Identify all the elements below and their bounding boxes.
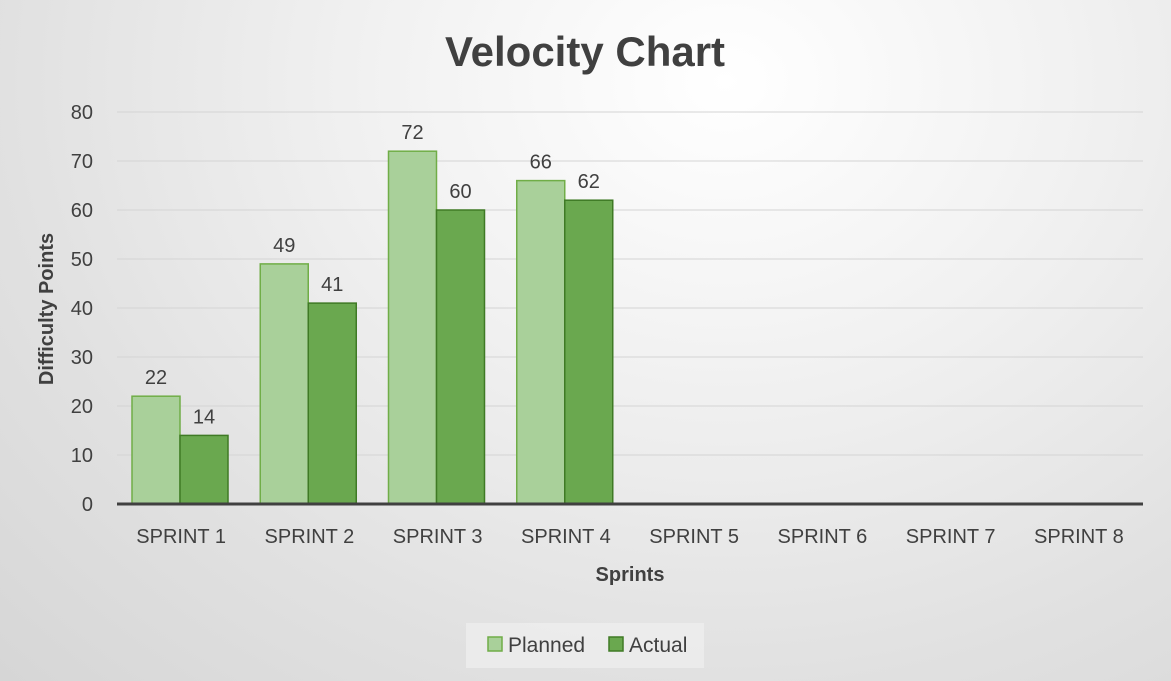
- data-label-actual: 41: [321, 274, 343, 296]
- data-label-actual: 60: [449, 181, 471, 203]
- data-label-planned: 66: [530, 152, 552, 174]
- y-tick-label: 50: [71, 249, 93, 271]
- data-labels: 22 49 72 66 14 41 60 62: [145, 122, 600, 428]
- y-tick-label: 10: [71, 445, 93, 467]
- y-axis-ticks: 0 10 20 30 40 50 60 70 80: [71, 102, 93, 516]
- x-tick-label: SPRINT 1: [136, 526, 226, 548]
- bar-planned: [387, 150, 438, 505]
- bar-actual: [179, 434, 229, 505]
- x-tick-label: SPRINT 2: [265, 526, 355, 548]
- y-tick-label: 60: [71, 200, 93, 222]
- y-tick-label: 0: [82, 494, 93, 516]
- bar-actual: [307, 302, 357, 505]
- legend-swatch-actual: [608, 636, 624, 652]
- x-axis-ticks: SPRINT 1 SPRINT 2 SPRINT 3 SPRINT 4 SPRINT 5…: [136, 526, 1123, 548]
- y-tick-label: 70: [71, 151, 93, 173]
- legend-label-planned: Planned: [508, 634, 585, 657]
- data-label-actual: 62: [578, 171, 600, 193]
- bar-actual: [564, 199, 614, 505]
- y-tick-label: 80: [71, 102, 93, 124]
- x-axis-label: Sprints: [596, 564, 665, 586]
- legend-box: [466, 623, 704, 668]
- bars: [131, 150, 614, 505]
- data-label-actual: 14: [193, 406, 215, 428]
- x-tick-label: SPRINT 3: [393, 526, 483, 548]
- data-label-planned: 72: [401, 122, 423, 144]
- data-label-planned: 49: [273, 235, 295, 257]
- x-tick-label: SPRINT 8: [1034, 526, 1124, 548]
- bar-planned: [259, 263, 309, 505]
- x-tick-label: SPRINT 7: [906, 526, 996, 548]
- x-tick-label: SPRINT 6: [778, 526, 868, 548]
- x-tick-label: SPRINT 4: [521, 526, 611, 548]
- chart-title: Velocity Chart: [445, 28, 725, 75]
- legend-label-actual: Actual: [629, 634, 687, 657]
- legend: Planned Actual: [466, 623, 704, 668]
- y-tick-label: 40: [71, 298, 93, 320]
- y-tick-label: 20: [71, 396, 93, 418]
- data-label-planned: 22: [145, 367, 167, 389]
- bar-planned: [516, 179, 566, 505]
- bar-planned: [131, 395, 181, 505]
- legend-swatch-planned: [487, 636, 503, 652]
- y-tick-label: 30: [71, 347, 93, 369]
- bar-actual: [435, 209, 486, 505]
- y-axis-label: Difficulty Points: [36, 233, 58, 385]
- x-tick-label: SPRINT 5: [649, 526, 739, 548]
